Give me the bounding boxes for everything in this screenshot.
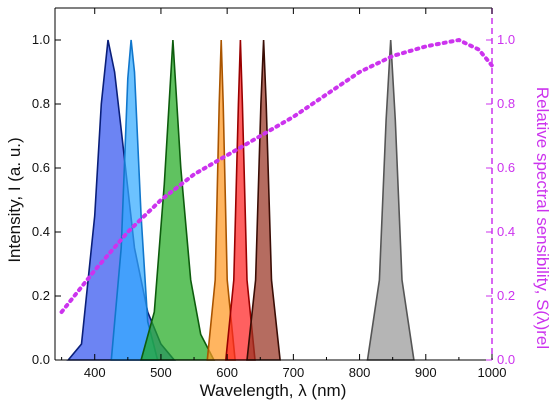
y-tick-label-left: 0.8	[32, 96, 50, 111]
y-tick-label-right: 0.6	[497, 160, 515, 175]
y-tick-label-right: 0.0	[497, 352, 515, 367]
spectrum-area-655nm	[246, 39, 281, 361]
y-tick-label-left: 0.2	[32, 288, 50, 303]
y-axis-label-right: Relative spectral sensibility, S(λ)rel	[533, 87, 550, 349]
y-tick-label-right: 1.0	[497, 32, 515, 47]
y-tick-label-left: 0.6	[32, 160, 50, 175]
x-tick-label: 900	[415, 365, 437, 380]
sensitivity-curve	[59, 37, 494, 314]
y-tick-label-right: 0.2	[497, 288, 515, 303]
x-axis-label: Wavelength, λ (nm)	[200, 381, 347, 400]
x-tick-label: 700	[283, 365, 305, 380]
x-tick-label: 500	[150, 365, 172, 380]
y-tick-label-right: 0.4	[497, 224, 515, 239]
x-tick-label: 600	[216, 365, 238, 380]
spectrum-area-847nm	[366, 39, 415, 361]
y-tick-label-right: 0.8	[497, 96, 515, 111]
axes: 400 500 600 700 800 900 10000.00.20.40.60.81.0…	[32, 7, 515, 380]
spectrum-area-518nm	[140, 39, 216, 361]
spectrum-area-620nm	[224, 39, 256, 361]
y-axis-label-left: Intensity, I (a. u.)	[5, 137, 24, 262]
x-tick-label: 400	[84, 365, 106, 380]
y-tick-label-left: 0.4	[32, 224, 50, 239]
y-tick-label-left: 1.0	[32, 32, 50, 47]
x-tick-label: 1000	[478, 365, 507, 380]
y-tick-label-left: 0.0	[32, 352, 50, 367]
plot-area	[59, 37, 494, 361]
x-tick-label: 800	[349, 365, 371, 380]
